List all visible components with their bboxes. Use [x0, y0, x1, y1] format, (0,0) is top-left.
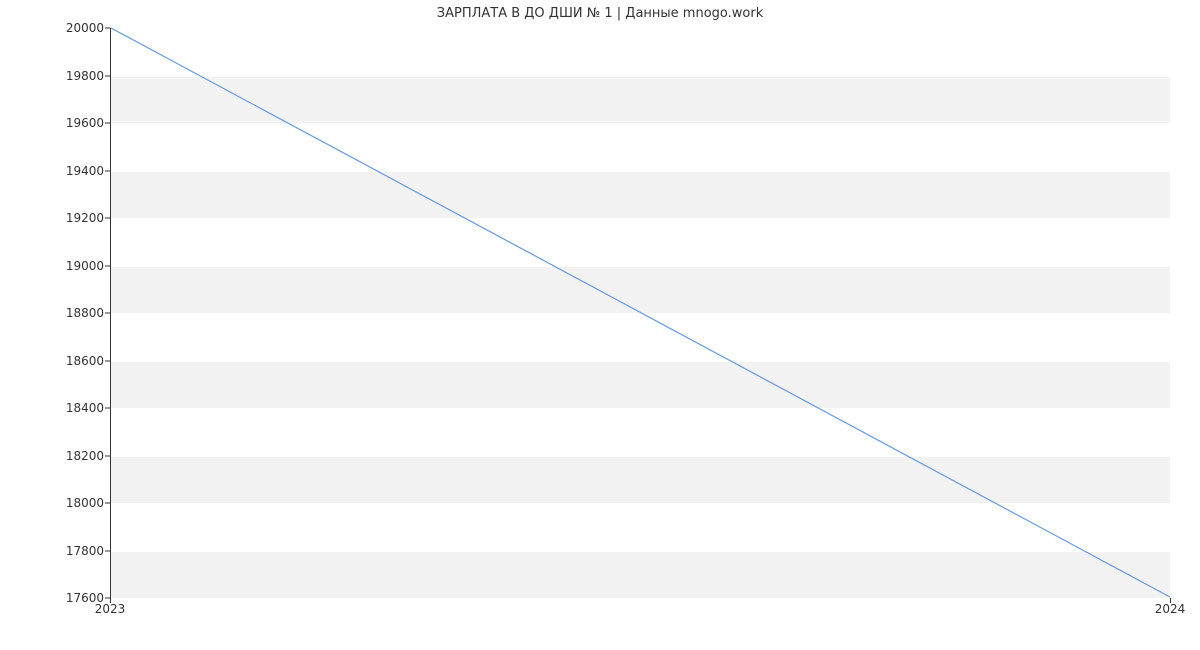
y-tick-label: 17800 [24, 544, 104, 558]
y-tick-label: 19800 [24, 69, 104, 83]
y-tick-mark [105, 408, 110, 409]
y-tick-mark [105, 123, 110, 124]
x-tick-mark [1170, 598, 1171, 603]
y-tick-mark [105, 28, 110, 29]
y-tick-label: 18400 [24, 401, 104, 415]
y-tick-mark [105, 218, 110, 219]
y-tick-label: 19000 [24, 259, 104, 273]
y-tick-mark [105, 360, 110, 361]
line-layer [111, 28, 1170, 597]
y-tick-label: 18000 [24, 496, 104, 510]
y-tick-label: 19400 [24, 164, 104, 178]
y-tick-label: 19200 [24, 211, 104, 225]
y-tick-mark [105, 265, 110, 266]
y-tick-mark [105, 550, 110, 551]
x-tick-label: 2023 [95, 602, 126, 616]
y-tick-label: 18200 [24, 449, 104, 463]
y-tick-label: 18600 [24, 354, 104, 368]
chart-title: ЗАРПЛАТА В ДО ДШИ № 1 | Данные mnogo.wor… [0, 6, 1200, 21]
x-tick-label: 2024 [1155, 602, 1186, 616]
salary-line-chart: ЗАРПЛАТА В ДО ДШИ № 1 | Данные mnogo.wor… [0, 0, 1200, 650]
y-tick-mark [105, 503, 110, 504]
series-line-salary [111, 28, 1170, 597]
gridline [111, 598, 1170, 599]
y-tick-label: 20000 [24, 21, 104, 35]
y-tick-label: 19600 [24, 116, 104, 130]
y-tick-label: 18800 [24, 306, 104, 320]
y-tick-mark [105, 313, 110, 314]
y-tick-mark [105, 170, 110, 171]
x-tick-mark [110, 598, 111, 603]
plot-area [110, 28, 1170, 598]
y-tick-mark [105, 75, 110, 76]
y-tick-label: 17600 [24, 591, 104, 605]
y-tick-mark [105, 455, 110, 456]
